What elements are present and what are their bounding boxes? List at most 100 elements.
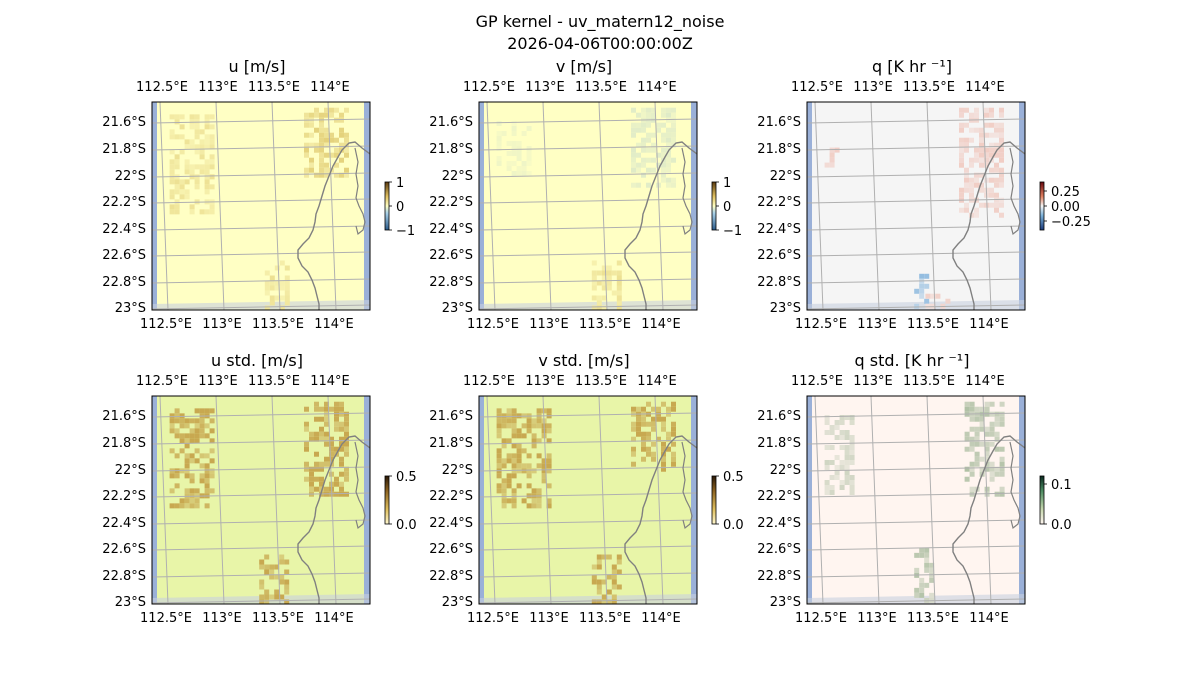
- colorbar-tick-label: 0.0: [1051, 518, 1072, 533]
- data-cell: [319, 436, 324, 442]
- ocean-margin-left: [479, 396, 484, 604]
- data-cell: [969, 426, 975, 432]
- data-cell: [546, 438, 552, 444]
- data-cell: [974, 406, 980, 412]
- data-cell: [319, 157, 324, 163]
- data-cell: [849, 415, 855, 420]
- lat-tick-label: 22.6°S: [757, 542, 801, 557]
- data-cell: [194, 164, 200, 170]
- data-cell: [329, 137, 334, 143]
- lat-tick-label: 23°S: [115, 301, 146, 316]
- data-cell: [516, 166, 522, 171]
- data-cell: [994, 466, 1000, 472]
- gridline-lat-4: [479, 492, 697, 498]
- data-cell: [969, 192, 974, 198]
- lon-tick-label-top: 114°E: [310, 374, 350, 389]
- data-cell: [496, 131, 502, 136]
- data-cell: [269, 594, 275, 600]
- data-cell: [661, 162, 666, 168]
- data-cell: [919, 592, 925, 598]
- data-cell: [204, 144, 210, 150]
- data-cell: [546, 498, 552, 504]
- data-cell: [964, 182, 969, 188]
- colorbar: [384, 475, 390, 525]
- data-cell: [314, 486, 319, 492]
- data-cell: [616, 270, 622, 276]
- data-cell: [536, 418, 542, 424]
- map-area: [807, 396, 1025, 604]
- data-cell: [344, 416, 349, 422]
- data-cell: [829, 490, 835, 495]
- data-cell: [209, 473, 215, 479]
- data-cell: [999, 132, 1004, 138]
- data-cell: [666, 112, 671, 118]
- lat-tick-label: 22.2°S: [102, 489, 146, 504]
- lat-tick-label: 22°S: [442, 463, 473, 478]
- data-cell: [929, 562, 935, 568]
- data-cell: [636, 152, 641, 158]
- colorbar-tick-label: 0.0: [723, 518, 744, 533]
- data-cell: [989, 122, 994, 128]
- data-cell: [919, 587, 925, 593]
- data-cell: [661, 177, 666, 183]
- data-cell: [636, 431, 641, 437]
- data-cell: [511, 453, 517, 459]
- data-cell: [209, 418, 215, 424]
- data-cell: [974, 436, 980, 442]
- data-cell: [929, 572, 935, 578]
- data-cell: [999, 137, 1004, 143]
- data-cell: [189, 433, 195, 439]
- data-cell: [994, 446, 1000, 452]
- lat-tick-label: 22.8°S: [429, 569, 473, 584]
- data-cell: [984, 157, 989, 163]
- data-cell: [319, 142, 324, 148]
- lon-tick-label-bottom: 113°E: [857, 611, 897, 626]
- data-cell: [264, 569, 270, 575]
- data-cell: [989, 187, 994, 193]
- lon-tick-label-bottom: 113.5°E: [579, 611, 631, 626]
- data-cell: [631, 157, 636, 163]
- gridline-lon-1: [814, 102, 824, 310]
- data-cell: [611, 569, 617, 575]
- gridline-lat-7: [152, 572, 370, 578]
- data-cell: [194, 124, 200, 130]
- data-cell: [304, 476, 309, 482]
- data-cell: [979, 416, 985, 422]
- data-cell: [661, 132, 666, 138]
- data-cell: [984, 411, 990, 417]
- gridline-lat-7: [807, 278, 1025, 284]
- data-cell: [279, 285, 285, 291]
- data-cell: [339, 112, 344, 118]
- data-cell: [279, 295, 285, 301]
- colorbar-tick-label: 0.00: [1051, 200, 1080, 215]
- colorbar-tick-label: −1: [396, 224, 415, 239]
- data-cell: [344, 476, 349, 482]
- data-cell: [496, 458, 502, 464]
- data-cell: [184, 159, 190, 165]
- data-cell: [184, 433, 190, 439]
- data-cell: [199, 473, 205, 479]
- data-cell: [969, 182, 974, 188]
- data-cell: [969, 157, 974, 163]
- lon-tick-label-top: 113°E: [198, 80, 238, 95]
- data-cell: [829, 152, 835, 158]
- data-cell: [994, 491, 1000, 497]
- lon-tick-label-top: 112.5°E: [791, 374, 843, 389]
- data-cell: [174, 114, 180, 120]
- data-cell: [984, 406, 990, 412]
- data-cell: [999, 107, 1004, 113]
- ocean-margin-right: [691, 102, 697, 310]
- colorbar-tick-label: 0: [723, 200, 731, 215]
- data-cell: [531, 443, 537, 449]
- ocean-margin-right: [691, 396, 697, 604]
- lat-tick-label: 22.8°S: [757, 275, 801, 290]
- data-cell: [199, 209, 205, 215]
- data-cell: [834, 147, 840, 153]
- data-cell: [989, 132, 994, 138]
- data-cell: [501, 493, 507, 499]
- map-area: [479, 396, 697, 604]
- data-cell: [334, 406, 339, 412]
- data-cell: [339, 471, 344, 477]
- data-cell: [319, 122, 324, 128]
- data-cell: [959, 122, 964, 128]
